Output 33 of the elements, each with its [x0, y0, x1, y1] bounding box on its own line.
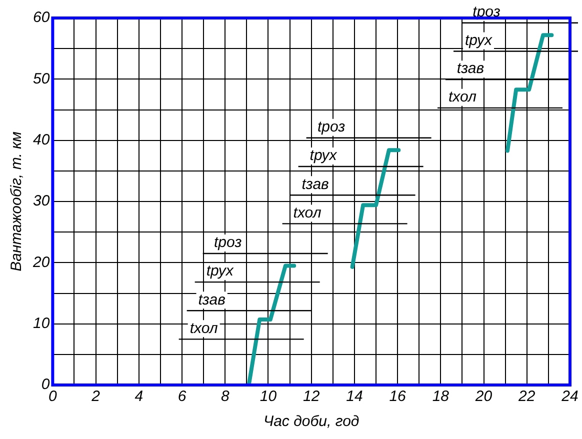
y-tick-label: 40 [32, 132, 50, 149]
y-tick-label: 10 [32, 315, 50, 332]
y-tick-label: 20 [32, 254, 50, 271]
y-tick-label: 0 [41, 376, 50, 394]
y-tick-label: 60 [32, 9, 50, 26]
annotation: tхол [293, 204, 322, 222]
annotation: tроз [317, 118, 346, 136]
x-tick-label: 10 [260, 388, 278, 406]
x-tick-label: 14 [346, 388, 363, 406]
annotation: tзав [302, 176, 330, 193]
x-tick-label: 24 [560, 388, 578, 406]
annotation: tрух [310, 147, 338, 164]
y-tick-label: 30 [32, 192, 50, 210]
x-axis-title: Час доби, год [263, 413, 360, 430]
x-tick-label: 18 [432, 388, 450, 406]
annotation: tхол [448, 88, 478, 106]
x-tick-label: 22 [518, 388, 536, 406]
x-tick-label: 12 [303, 388, 320, 406]
x-tick-label: 16 [389, 388, 407, 406]
annotation: tроз [214, 234, 242, 252]
x-tick-label: 8 [220, 388, 230, 406]
annotation: tрух [464, 32, 492, 49]
annotation: tзав [456, 60, 484, 78]
annotation: tрух [206, 262, 234, 280]
y-axis-title: Вантажообіг, т. км [8, 132, 26, 272]
x-tick-label: 4 [134, 388, 144, 406]
y-tick-label: 50 [32, 70, 50, 88]
annotation: tхол [190, 320, 218, 337]
x-tick-label: 2 [90, 388, 101, 406]
x-tick-label: 6 [178, 388, 187, 406]
x-tick-label: 20 [474, 388, 493, 406]
annotation: tроз [472, 4, 500, 21]
annotation: tзав [198, 291, 226, 308]
